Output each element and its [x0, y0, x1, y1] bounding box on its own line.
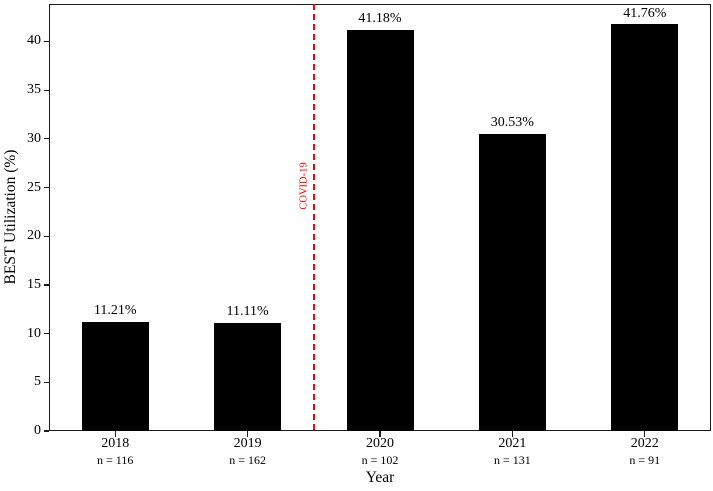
x-tick-mark [247, 431, 249, 437]
y-tick-label: 25 [27, 179, 41, 195]
bar-2018 [81, 321, 149, 431]
y-tick-mark [43, 235, 49, 237]
x-tick-mark [379, 431, 381, 437]
y-tick-mark [43, 381, 49, 383]
y-tick-mark [43, 40, 49, 43]
x-tick-label: 2022 [630, 436, 659, 451]
sample-size-label: n = 91 [629, 453, 661, 467]
x-tick-label: 2020 [366, 436, 394, 451]
bar-2021 [478, 133, 546, 431]
bar-value-label: 11.11% [226, 304, 269, 320]
covid-annotation-label: COVID-19 [298, 162, 310, 210]
x-tick-label: 2021 [498, 436, 527, 451]
y-tick-label: 5 [34, 374, 41, 390]
sample-size-label: n = 116 [97, 453, 134, 467]
x-tick-mark [644, 431, 646, 437]
y-tick-mark [43, 333, 49, 335]
x-axis-title: Year [365, 469, 395, 486]
y-tick-label: 15 [27, 276, 41, 292]
bar-2019 [214, 322, 282, 431]
x-tick-mark [114, 431, 116, 437]
bar-value-label: 41.76% [623, 5, 667, 21]
sample-size-label: n = 131 [494, 453, 531, 467]
sample-size-label: n = 162 [229, 453, 266, 467]
x-tick-label: 2019 [233, 436, 262, 451]
y-tick-label: 30 [27, 130, 41, 146]
y-tick-mark [43, 430, 49, 432]
y-tick-mark [43, 284, 49, 286]
bar-2022 [611, 24, 679, 431]
bar-2020 [346, 29, 414, 431]
y-tick-mark [43, 138, 49, 140]
bar-value-label: 11.21% [93, 303, 137, 319]
x-tick-label: 2018 [101, 436, 130, 451]
bar-value-label: 41.18% [358, 11, 402, 27]
y-axis-title: BEST Utilization (%) [2, 149, 19, 285]
covid-divider-line [312, 4, 315, 431]
sample-size-label: n = 102 [361, 453, 399, 467]
y-tick-label: 35 [27, 82, 41, 98]
bar-value-label: 30.53% [490, 115, 534, 131]
y-tick-mark [43, 186, 49, 189]
y-tick-label: 10 [27, 325, 41, 341]
y-tick-mark [43, 89, 49, 91]
y-tick-label: 40 [27, 33, 41, 49]
y-tick-label: 20 [27, 228, 41, 244]
y-tick-label: 0 [34, 423, 41, 438]
x-tick-mark [511, 431, 513, 437]
